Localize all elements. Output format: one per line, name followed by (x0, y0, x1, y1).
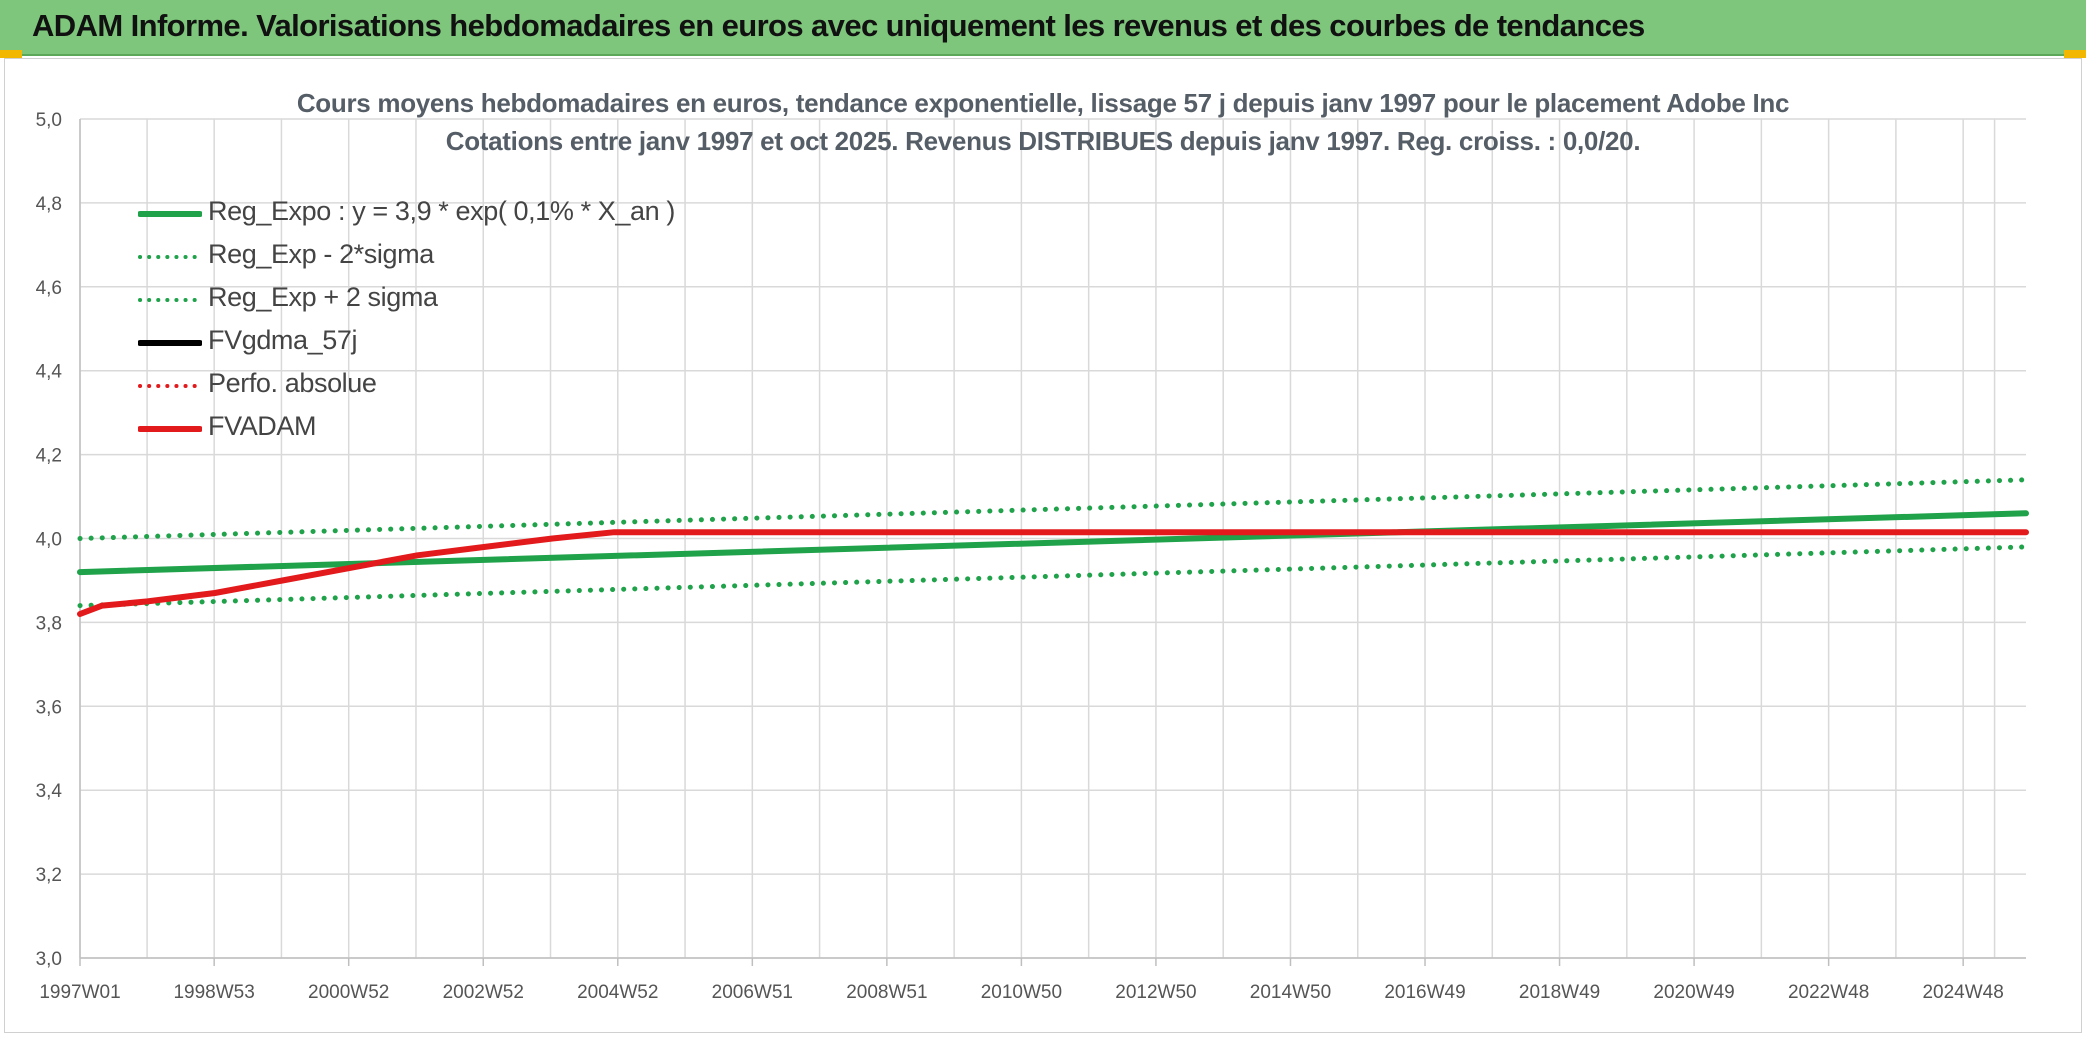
tick-labels: 3,0 3,2 3,4 3,6 3,8 4,0 4,2 4,4 4,6 4,8 5,0 1997W01… (36, 110, 2004, 1003)
legend-swatch (138, 298, 202, 302)
legend-label: Reg_Exp + 2 sigma (208, 282, 438, 312)
chart-frame (4, 58, 2082, 1033)
banner-corner-right (2064, 50, 2086, 58)
x-tick-label: 2000W52 (308, 982, 389, 1003)
legend-label: Reg_Expo : y = 3,9 * exp( 0,1% * X_an ) (208, 196, 675, 226)
chart-title-block: Cours moyens hebdomadaires en euros, ten… (0, 84, 2086, 160)
legend-swatch (138, 211, 202, 217)
legend-swatch (138, 384, 202, 388)
y-tick-label: 3,8 (36, 613, 62, 634)
x-tick-label: 2022W48 (1788, 982, 1869, 1003)
y-tick-label: 4,0 (36, 530, 62, 551)
x-tick-label: 2016W49 (1384, 982, 1465, 1003)
y-tick-label: 3,0 (36, 949, 62, 970)
legend-swatch (138, 426, 202, 432)
y-tick-label: 4,4 (36, 362, 63, 383)
chart-title: Cours moyens hebdomadaires en euros, ten… (296, 88, 1790, 118)
x-tick-label: 2004W52 (577, 982, 658, 1003)
report-banner: ADAM Informe. Valorisations hebdomadaire… (0, 0, 2086, 56)
series-layer (77, 477, 2029, 617)
x-tick-label: 2002W52 (443, 982, 524, 1003)
series-line (77, 510, 2029, 576)
y-tick-label: 4,2 (36, 446, 62, 467)
x-tick-label: 2012W50 (1115, 982, 1196, 1003)
series-line (77, 544, 2029, 609)
y-tick-label: 5,0 (36, 110, 62, 131)
x-tick-label: 2014W50 (1250, 982, 1331, 1003)
legend-label: Perfo. absolue (208, 368, 377, 398)
x-tick-label: 1997W01 (39, 982, 120, 1003)
y-tick-label: 4,8 (36, 194, 62, 215)
x-tick-label: 2018W49 (1519, 982, 1600, 1003)
y-tick-label: 3,4 (36, 781, 63, 802)
report-title: ADAM Informe. Valorisations hebdomadaire… (32, 8, 1645, 43)
legend-swatch (138, 340, 202, 346)
x-tick-label: 2008W51 (846, 982, 927, 1003)
chart-subtitle: Cotations entre janv 1997 et oct 2025. R… (445, 126, 1641, 156)
y-tick-label: 3,2 (36, 865, 62, 886)
x-tick-label: 2024W48 (1922, 982, 2003, 1003)
x-tick-label: 1998W53 (173, 982, 254, 1003)
legend-label: FVgdma_57j (208, 325, 358, 355)
legend-label: FVADAM (208, 411, 317, 441)
y-tick-label: 4,6 (36, 278, 62, 299)
x-tick-label: 2006W51 (712, 982, 793, 1003)
x-tick-label: 2010W50 (981, 982, 1062, 1003)
y-tick-label: 3,6 (36, 697, 62, 718)
series-line (77, 477, 2029, 541)
series-line (77, 529, 2029, 617)
legend-label: Reg_Exp - 2*sigma (208, 239, 434, 269)
legend-swatch (138, 255, 202, 259)
x-tick-label: 2020W49 (1653, 982, 1734, 1003)
banner-corner-left (0, 50, 22, 58)
